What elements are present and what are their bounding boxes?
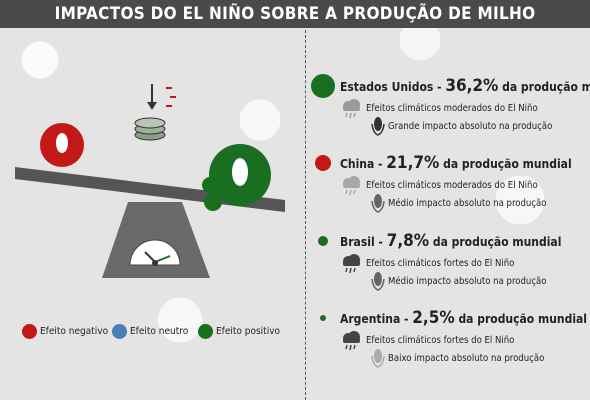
country-heading: Argentina - 2,5% da produção mundial: [340, 306, 587, 331]
share-suffix: da produção mundial: [458, 312, 587, 326]
corn-icon: [370, 116, 386, 140]
legend-label: Efeito neutro: [130, 326, 189, 337]
country-heading: Estados Unidos - 36,2% da produção mundi…: [340, 74, 590, 99]
corn-icon: [370, 193, 386, 217]
climate-effect: Efeitos climáticos fortes do El Niño: [366, 335, 515, 346]
country-name: Estados Unidos -: [340, 80, 442, 94]
production-impact: Baixo impacto absoluto na produção: [388, 353, 545, 364]
climate-effect: Efeitos climáticos moderados do El Niño: [366, 103, 538, 114]
cloud-icon: [340, 330, 362, 356]
country-row: Argentina - 2,5% da produção mundial Efei…: [312, 306, 590, 376]
climate-effect: Efeitos climáticos fortes do El Niño: [366, 258, 515, 269]
share-suffix: da produção mundial: [432, 235, 562, 249]
country-name: Argentina -: [340, 312, 409, 326]
corn-icon: [370, 348, 386, 372]
share-dot: [320, 315, 326, 321]
share-dot: [318, 236, 328, 246]
legend-item: Efeito neutro: [112, 323, 188, 341]
cloud-icon: [340, 175, 362, 201]
country-row: Brasil - 7,8% da produção mundial Efeitos…: [312, 229, 590, 299]
country-share: 21,7%: [386, 153, 440, 173]
country-row: Estados Unidos - 36,2% da produção mundi…: [311, 74, 590, 144]
production-impact: Médio impacto absoluto na produção: [388, 276, 547, 287]
cloud-icon: [340, 253, 362, 279]
country-heading: China - 21,7% da produção mundial: [340, 151, 572, 176]
country-row: China - 21,7% da produção mundial Efeitos…: [312, 151, 590, 221]
country-share: 2,5%: [412, 308, 455, 328]
share-dot: [315, 155, 331, 171]
production-impact: Médio impacto absoluto na produção: [388, 198, 547, 209]
legend-label: Efeito positivo: [216, 326, 281, 337]
country-heading: Brasil - 7,8% da produção mundial: [340, 229, 561, 254]
climate-effect: Efeitos climáticos moderados do El Niño: [366, 180, 538, 191]
legend-item: Efeito positivo: [198, 323, 280, 341]
legend-label: Efeito negativo: [40, 326, 109, 337]
seesaw-illustration: [15, 84, 285, 278]
production-impact: Grande impacto absoluto na produção: [388, 121, 553, 132]
country-share: 7,8%: [386, 231, 430, 251]
corn-icon: [370, 271, 386, 295]
country-name: Brasil -: [340, 235, 383, 249]
title: IMPACTOS DO EL NIÑO SOBRE A PRODUÇÃO DE …: [0, 0, 590, 28]
divider: [305, 30, 306, 400]
legend-item: Efeito negativo: [22, 323, 108, 341]
share-suffix: da produção mundial: [443, 157, 572, 171]
cloud-icon: [340, 98, 362, 124]
country-name: China -: [340, 157, 383, 171]
share-suffix: da produção mundial: [502, 80, 590, 94]
share-dot: [311, 74, 335, 98]
country-share: 36,2%: [445, 76, 499, 96]
